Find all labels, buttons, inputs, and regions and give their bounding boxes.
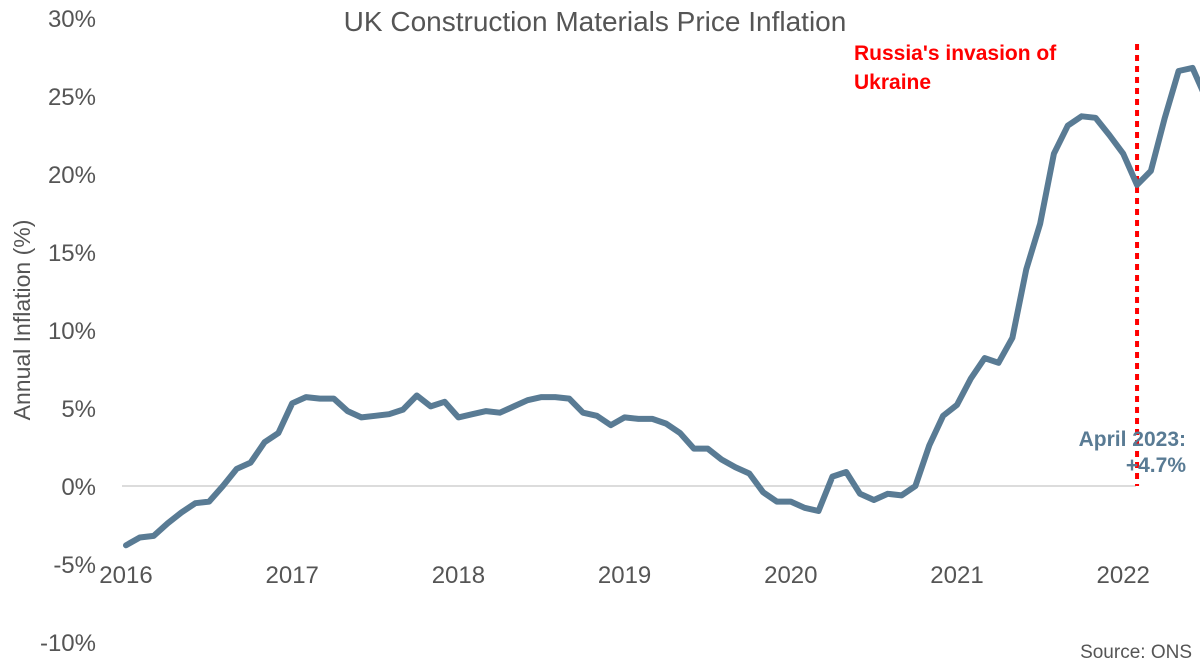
y-tick-label: 30% xyxy=(48,6,96,33)
y-axis-label: Annual Inflation (%) xyxy=(9,220,35,421)
invasion-annotation-line1: Russia's invasion of xyxy=(854,42,1057,65)
y-axis-ticks: 30% 25% 20% 15% 10% 5% 0% -5% -10% xyxy=(40,6,96,657)
x-tick-label: 2018 xyxy=(432,562,485,589)
x-tick-label: 2021 xyxy=(930,562,983,589)
x-tick-label: 2016 xyxy=(99,562,152,589)
x-axis-ticks: 20162017201820192020202120222023 xyxy=(99,562,1150,589)
last-value-annotation-line2: +4.7% xyxy=(1126,454,1186,477)
y-tick-label: 20% xyxy=(48,162,96,189)
y-tick-label: -5% xyxy=(53,552,96,579)
x-tick-label: 2019 xyxy=(598,562,651,589)
y-tick-label: 15% xyxy=(48,240,96,267)
invasion-annotation-line2: Ukraine xyxy=(854,71,931,94)
y-tick-label: 5% xyxy=(61,396,96,423)
y-tick-label: -10% xyxy=(40,630,96,657)
x-tick-label: 2017 xyxy=(266,562,319,589)
series-line xyxy=(123,64,1200,549)
x-tick-label: 2022 xyxy=(1097,562,1150,589)
y-tick-label: 10% xyxy=(48,318,96,345)
y-tick-label: 25% xyxy=(48,84,96,111)
source-note: Source: ONS xyxy=(1080,642,1192,663)
x-tick-label: 2020 xyxy=(764,562,817,589)
last-value-annotation-line1: April 2023: xyxy=(1079,428,1186,451)
chart-title: UK Construction Materials Price Inflatio… xyxy=(344,6,847,37)
y-tick-label: 0% xyxy=(61,474,96,501)
